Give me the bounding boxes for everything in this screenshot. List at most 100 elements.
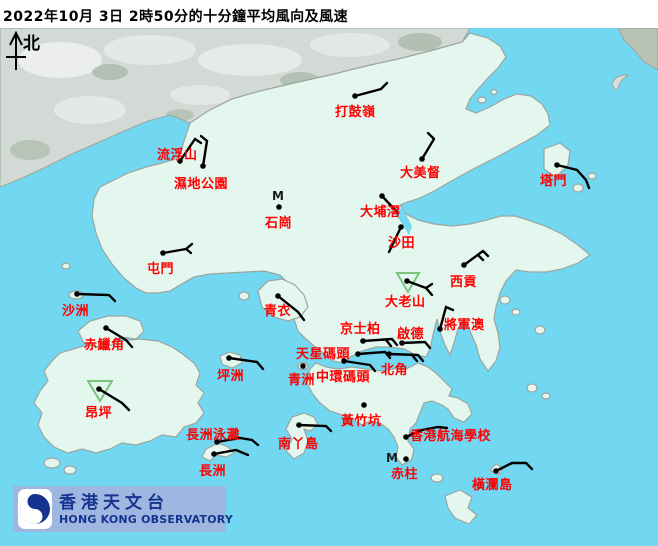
station-label: 長洲: [199, 464, 226, 479]
crescent-islet: [611, 74, 630, 91]
station-label: 香港航海學校: [409, 428, 492, 444]
wind-barb-icon: [404, 425, 449, 439]
station-dot: [177, 158, 183, 164]
station-kings-park: 京士柏: [340, 321, 399, 348]
station-dot: [404, 278, 410, 284]
wind-barb-icon: [178, 137, 203, 163]
station-label: 打鼓嶺: [335, 104, 376, 120]
station-central-pier: 中環碼頭: [316, 358, 377, 385]
station-shek-kong: M 石崗: [264, 189, 292, 231]
wind-barb-icon: [276, 294, 306, 322]
station-label: 屯門: [147, 261, 174, 277]
station-label: 黃竹坑: [340, 413, 382, 429]
soko-islands: [43, 457, 61, 469]
station-dot: [200, 163, 206, 169]
station-label: 大美督: [400, 165, 441, 181]
map-title: 2022年10月 3日 2時50分的十分鐘平均風向及風速: [3, 9, 349, 25]
station-label: 流浮山: [157, 147, 198, 163]
station-kai-tak: 啟德: [397, 326, 432, 350]
new-territories-landmass: [91, 32, 592, 373]
wind-barb-icon: [215, 436, 260, 447]
station-dot: [296, 422, 302, 428]
station-label: 青衣: [264, 303, 291, 319]
title-bar: 2022年10月 3日 2時50分的十分鐘平均風向及風速: [0, 0, 658, 28]
station-label: 中環碼頭: [316, 369, 371, 385]
station-tseung-kwan-o: 將軍澳: [437, 305, 485, 333]
station-dot: [554, 162, 560, 168]
wind-barb-icon: [104, 326, 134, 349]
hko-logo-banner: 香港天文台 HONG KONG OBSERVATORY: [13, 486, 233, 532]
po-toi-island: [444, 489, 478, 525]
station-tap-mun: 塔門: [540, 162, 591, 190]
station-label: 啟德: [397, 326, 424, 342]
station-dot: [399, 340, 405, 346]
station-tsing-yi: 青衣: [264, 293, 306, 322]
station-dot: [341, 358, 347, 364]
cheung-chau-island: [201, 442, 236, 462]
station-dot: [398, 224, 404, 230]
wind-barb-icon: [387, 225, 403, 254]
wind-barb-icon: [405, 279, 434, 297]
station-label: 赤鱲角: [84, 337, 125, 353]
station-north-point: 北角: [381, 351, 425, 378]
station-waglan-island: 橫瀾島: [472, 461, 534, 493]
station-dot: [300, 363, 306, 369]
dapeng-peninsula: [617, 27, 658, 71]
maintenance-marker: M: [272, 189, 284, 203]
station-dot: [160, 250, 166, 256]
station-dot: [355, 351, 361, 357]
station-dot: [386, 351, 392, 357]
hong-kong-island: [305, 362, 473, 466]
station-tai-po-kau: 大埔滘: [360, 193, 401, 220]
wind-barb-icon: [75, 292, 117, 303]
station-dot: [493, 468, 499, 474]
station-wetland-park: 濕地公園: [174, 134, 228, 192]
station-label: 沙洲: [62, 304, 89, 319]
wind-barb-icon: [297, 423, 333, 433]
station-label: 將軍澳: [444, 317, 485, 333]
shing-mun-river-inlet: [392, 207, 412, 235]
station-label: 坪洲: [217, 369, 244, 384]
wind-barb-icon: [438, 305, 455, 331]
wind-barb-icon: [212, 448, 250, 457]
wind-barb-icon: [380, 194, 400, 215]
station-label: 橫瀾島: [472, 477, 513, 493]
wind-barb-icon: [199, 134, 209, 168]
station-sha-chau: 沙洲: [62, 291, 117, 319]
station-ta-kwu-ling: 打鼓嶺: [335, 81, 389, 120]
hko-english-name: HONG KONG OBSERVATORY: [59, 512, 234, 526]
wind-barb-icon: [462, 249, 490, 267]
station-label: 赤柱: [391, 466, 418, 482]
peng-chau-island: [219, 351, 243, 369]
shenzhen-urban-landmass: [0, 27, 471, 188]
wind-barb-icon: [161, 242, 194, 255]
station-dot: [276, 204, 282, 210]
station-green-island: 青洲: [288, 363, 315, 388]
station-dot: [360, 338, 366, 344]
station-dot: [361, 402, 367, 408]
wind-barb-icon: [420, 131, 436, 161]
wind-barb-icon: [353, 81, 389, 98]
north-label: 北: [23, 34, 40, 54]
wind-barb-icon: [361, 337, 399, 348]
station-dot: [419, 156, 425, 162]
station-dot: [352, 93, 358, 99]
station-lau-fau-shan: 流浮山: [157, 137, 203, 164]
station-dot: [275, 293, 281, 299]
lantau-island: [33, 338, 205, 454]
station-label: 塔門: [540, 173, 567, 189]
wind-barb-icon: [555, 163, 591, 190]
station-label: 南丫島: [278, 436, 319, 452]
station-label: 大埔滘: [360, 204, 401, 220]
wind-barb-icon: [387, 352, 425, 363]
wind-barb-icon: [342, 359, 377, 373]
wind-barb-icon: [400, 340, 432, 350]
station-stanley: M赤柱: [386, 451, 418, 482]
station-chek-lap-kok: 赤鱲角: [84, 325, 134, 353]
station-dot: [403, 434, 409, 440]
station-dot: [214, 439, 220, 445]
